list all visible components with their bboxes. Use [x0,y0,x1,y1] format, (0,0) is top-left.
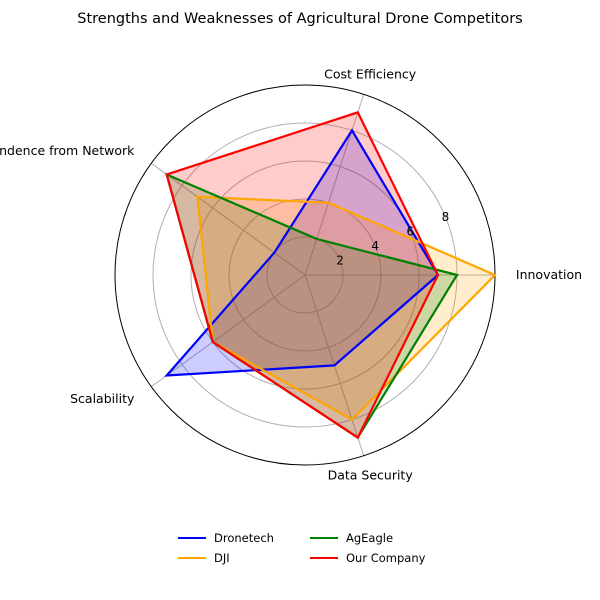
chart-title: Strengths and Weaknesses of Agricultural… [77,11,523,27]
category-label-2: Independence from Network [0,143,135,158]
series-fill-0 [166,130,438,376]
legend-item: Our Company [310,551,442,565]
legend-swatch [178,557,206,559]
spoke-1 [304,94,365,276]
category-label-0: Innovation [516,267,582,282]
category-label-3: Scalability [70,391,135,406]
radial-tick-label-2: 2 [336,253,344,267]
spoke-3 [150,274,306,388]
legend-label: DJI [214,551,230,565]
radial-tick-label-6: 6 [407,224,415,238]
radial-tick-label-8: 8 [442,210,450,224]
series-line-3 [165,111,440,440]
legend-item: Dronetech [178,531,310,545]
legend-label: Dronetech [214,531,274,545]
legend-item: DJI [178,551,310,565]
series-fill-1 [197,196,495,420]
label-layer: 2 4 6 8 Innovation Cost Efficiency Independenc… [0,66,582,482]
legend-label: Our Company [346,551,426,565]
series-line-0 [164,128,440,377]
radial-tick-label-4: 4 [371,239,379,253]
legend-swatch [310,557,338,559]
series-fill-2 [166,174,457,438]
legend-swatch [310,537,338,539]
category-label-1: Cost Efficiency [324,66,417,81]
legend: Dronetech AgEagle DJI Our Company [178,531,448,565]
legend-swatch [178,537,206,539]
spoke-2 [150,162,306,276]
legend-item: AgEagle [310,531,442,545]
category-label-4: Data Security [328,468,414,483]
series-layer [164,111,497,440]
legend-label: AgEagle [346,531,394,545]
series-line-1 [196,195,497,421]
